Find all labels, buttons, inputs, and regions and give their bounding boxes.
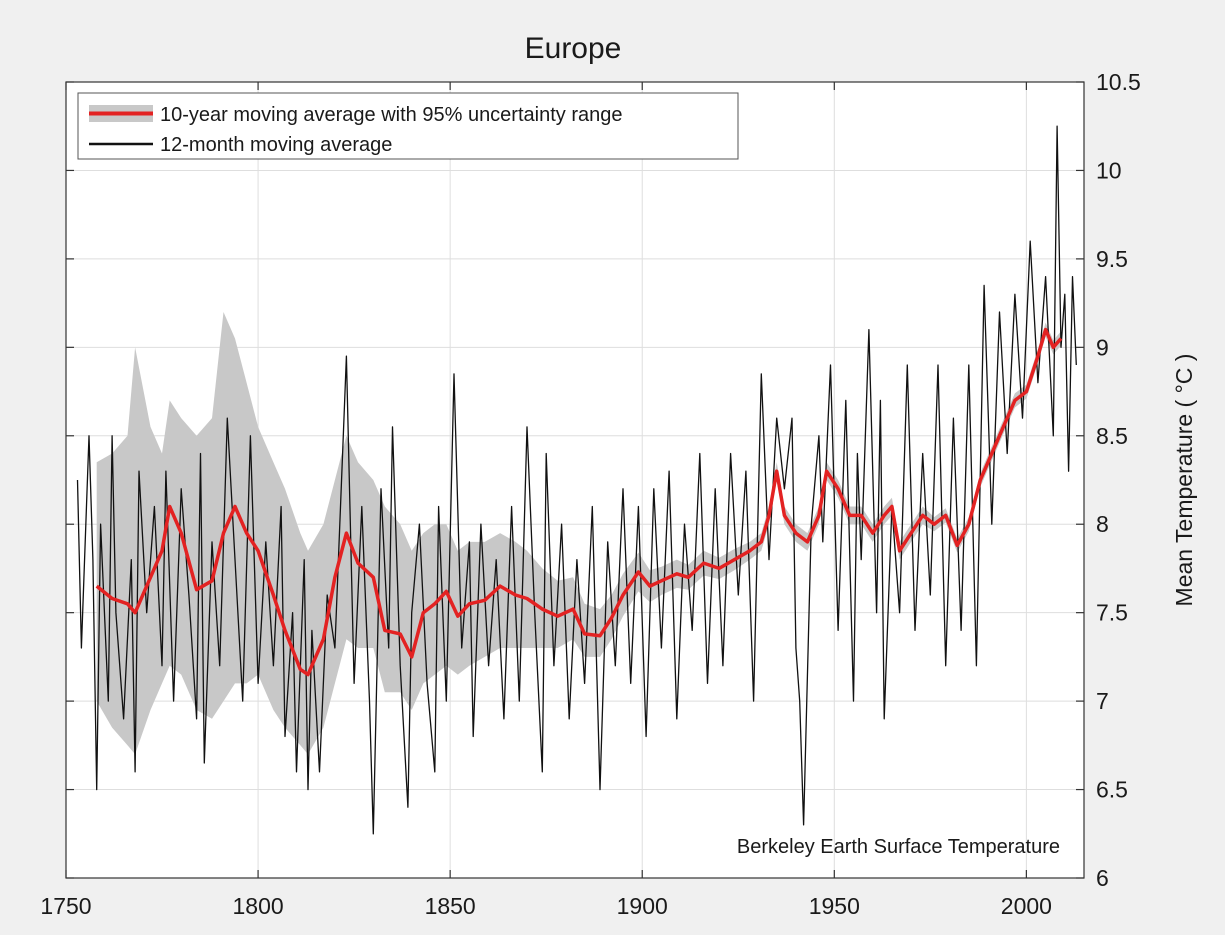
y-tick-label: 9 bbox=[1096, 334, 1109, 360]
y-tick-label: 7.5 bbox=[1096, 600, 1128, 626]
y-tick-label: 6 bbox=[1096, 865, 1109, 891]
y-tick-label: 8.5 bbox=[1096, 423, 1128, 449]
x-tick-label: 1800 bbox=[232, 893, 283, 919]
x-tick-label: 1750 bbox=[40, 893, 91, 919]
source-annotation: Berkeley Earth Surface Temperature bbox=[737, 836, 1060, 858]
x-tick-label: 2000 bbox=[1001, 893, 1052, 919]
chart-title: Europe bbox=[525, 32, 622, 65]
y-tick-label: 6.5 bbox=[1096, 777, 1128, 803]
series-10-year-moving-average bbox=[95, 327, 1063, 677]
uncertainty-band-layer bbox=[96, 312, 1061, 755]
legend-label-monthly: 12-month moving average bbox=[160, 134, 392, 156]
legend: 10-year moving average with 95% uncertai… bbox=[77, 92, 739, 160]
legend-label-moving-average: 10-year moving average with 95% uncertai… bbox=[160, 104, 622, 126]
uncertainty-band bbox=[96, 312, 1061, 755]
y-tick-label: 10.5 bbox=[1096, 69, 1141, 95]
series-12-month-moving-average bbox=[76, 125, 1077, 835]
x-tick-label: 1850 bbox=[425, 893, 476, 919]
y-tick-label: 10 bbox=[1096, 157, 1122, 183]
x-tick-label: 1950 bbox=[809, 893, 860, 919]
plot-frame bbox=[65, 81, 1085, 879]
axes: 1750 1800 1850 1900 1950 2000 6 6.5 7 7.5 8 8.5 9 9.5… bbox=[40, 69, 1140, 919]
y-tick-label: 8 bbox=[1096, 511, 1109, 537]
x-tick-label: 1900 bbox=[617, 893, 668, 919]
y-axis-label: Mean Temperature ( °C ) bbox=[1171, 354, 1197, 607]
series-layer bbox=[76, 125, 1077, 835]
legend-box bbox=[77, 92, 739, 160]
y-tick-label: 9.5 bbox=[1096, 246, 1128, 272]
y-tick-label: 7 bbox=[1096, 688, 1109, 714]
